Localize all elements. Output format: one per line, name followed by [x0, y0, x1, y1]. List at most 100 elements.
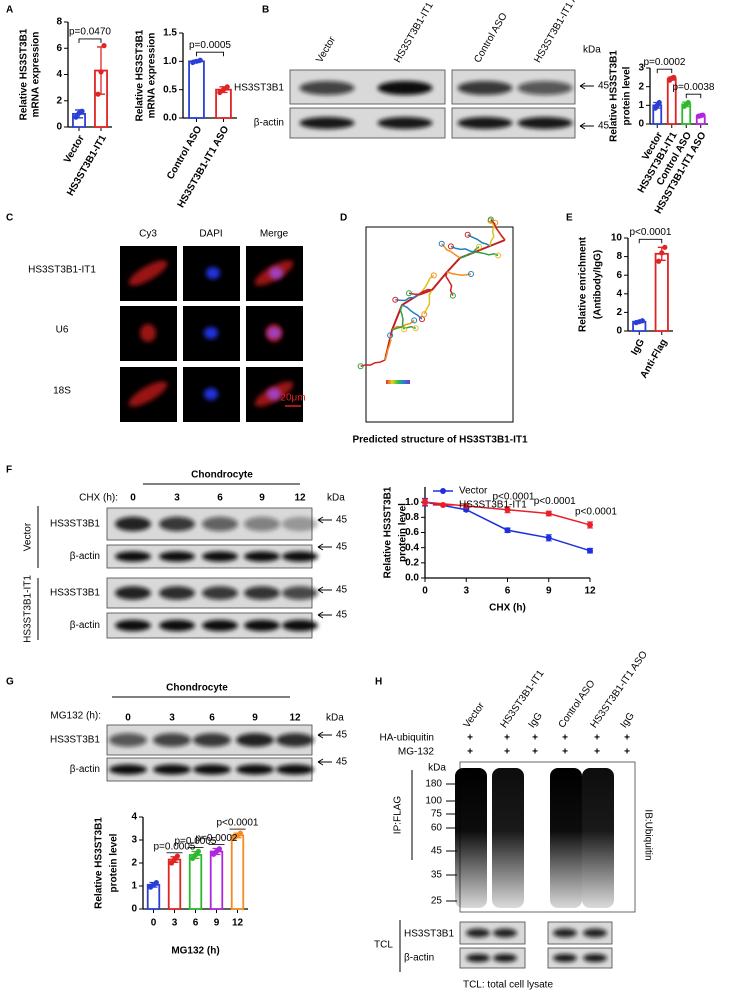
structure-branch — [441, 243, 461, 259]
smear — [492, 768, 524, 908]
annotation: p<0.0001 — [630, 227, 672, 238]
time-label: 3 — [169, 713, 175, 724]
structure-branch — [423, 289, 433, 315]
structure-loop — [412, 325, 419, 332]
structure-loop — [464, 231, 471, 238]
bracket — [656, 68, 673, 74]
structure-loop — [392, 296, 399, 303]
annotation: p=0.0002 — [196, 833, 238, 844]
structure-branch — [467, 234, 491, 247]
scale-label: 20μm — [280, 393, 305, 404]
panel-label: F — [6, 465, 12, 476]
structure-branch — [489, 222, 496, 247]
y-tick-label: 4 — [131, 812, 137, 823]
condition-mark: + — [562, 733, 568, 744]
data-point — [685, 99, 691, 106]
y-axis-label: mRNA expression — [31, 32, 42, 118]
treatment-label: CHX (h): — [79, 493, 118, 504]
structure-loop — [421, 311, 428, 318]
nucleus — [204, 327, 218, 339]
y-tick-label: 1 — [131, 881, 137, 892]
annotation: p<0.0001 — [534, 496, 576, 507]
time-label: 12 — [289, 713, 301, 724]
y-axis-label: mRNA expression — [147, 33, 158, 119]
structure-branch — [490, 219, 506, 241]
band — [553, 954, 577, 962]
y-tick-label: 1.5 — [163, 28, 177, 39]
x-tick-label: 9 — [546, 586, 552, 597]
structure-loop — [449, 292, 456, 299]
annotation: p=0.0470 — [69, 27, 111, 38]
structure-loop — [411, 317, 418, 324]
x-tick-label: IgG — [629, 337, 647, 357]
point — [545, 510, 552, 517]
group-label: HS3ST3B1-IT1 — [23, 575, 34, 643]
data-point — [171, 856, 178, 863]
y-tick-label: 1.0 — [405, 497, 419, 508]
y-tick-label: 6 — [56, 43, 62, 54]
structure-loop — [487, 216, 494, 223]
y-axis-label: Relative enrichment — [578, 236, 589, 332]
group-label: Vector — [23, 522, 34, 551]
condition-mark: + — [504, 733, 510, 744]
y-tick-label: 8 — [56, 17, 62, 28]
annotation: p=0.0005 — [154, 841, 196, 852]
x-tick-label: 9 — [214, 918, 220, 929]
panel-label: C — [6, 213, 13, 224]
band — [282, 516, 318, 532]
structure-trunk — [384, 239, 506, 361]
condition-mark: + — [467, 733, 473, 744]
nucleus — [204, 388, 218, 400]
structure-branch — [399, 304, 405, 330]
band — [153, 733, 191, 747]
panel-label: B — [262, 5, 269, 16]
annotation: p=0.0005 — [189, 40, 231, 51]
row-label: HS3ST3B1 — [234, 83, 284, 94]
band — [583, 928, 607, 938]
data-point — [195, 848, 201, 855]
structure-branch — [401, 304, 423, 320]
structure-branch — [446, 271, 472, 276]
column-label: DAPI — [199, 229, 222, 240]
marker-label: 45 — [598, 81, 610, 92]
lane-label: Vector — [314, 34, 338, 65]
band — [236, 764, 274, 775]
annotation: p<0.0001 — [575, 507, 617, 518]
y-tick-label: 6 — [616, 270, 622, 281]
band — [276, 764, 314, 775]
data-point — [656, 258, 662, 264]
y-tick-label: 10 — [611, 233, 623, 244]
band — [282, 586, 318, 600]
time-label: 0 — [125, 713, 131, 724]
ladder-label: 60 — [431, 823, 443, 834]
header: Chondrocyte — [166, 683, 228, 694]
band — [553, 928, 577, 938]
y-tick-label: 0.2 — [405, 557, 419, 568]
y-tick-label: 0.8 — [405, 512, 419, 523]
time-label: 3 — [174, 493, 180, 504]
row-label: HS3ST3B1 — [50, 588, 100, 599]
condition-mark: + — [624, 747, 630, 758]
data-point — [197, 57, 203, 63]
band — [466, 928, 490, 938]
data-point — [700, 112, 706, 118]
data-point — [101, 43, 107, 49]
point — [587, 547, 593, 554]
y-tick-label: 3 — [131, 835, 137, 846]
ip-label: IP:FLAG — [393, 796, 404, 835]
data-point — [639, 318, 645, 324]
structure-loop — [419, 316, 425, 323]
point — [422, 499, 428, 506]
bar — [654, 252, 669, 332]
panel-label: G — [6, 677, 14, 688]
panel-label: D — [340, 213, 347, 224]
structure-branch — [384, 335, 392, 361]
band — [244, 551, 280, 562]
ladder-label: 100 — [425, 796, 442, 807]
data-point — [190, 855, 196, 862]
x-tick-label: HS3ST3B1-IT1 ASO — [176, 124, 232, 210]
band — [202, 516, 238, 532]
point — [587, 521, 593, 528]
data-point — [98, 69, 104, 75]
data-point — [216, 846, 222, 852]
